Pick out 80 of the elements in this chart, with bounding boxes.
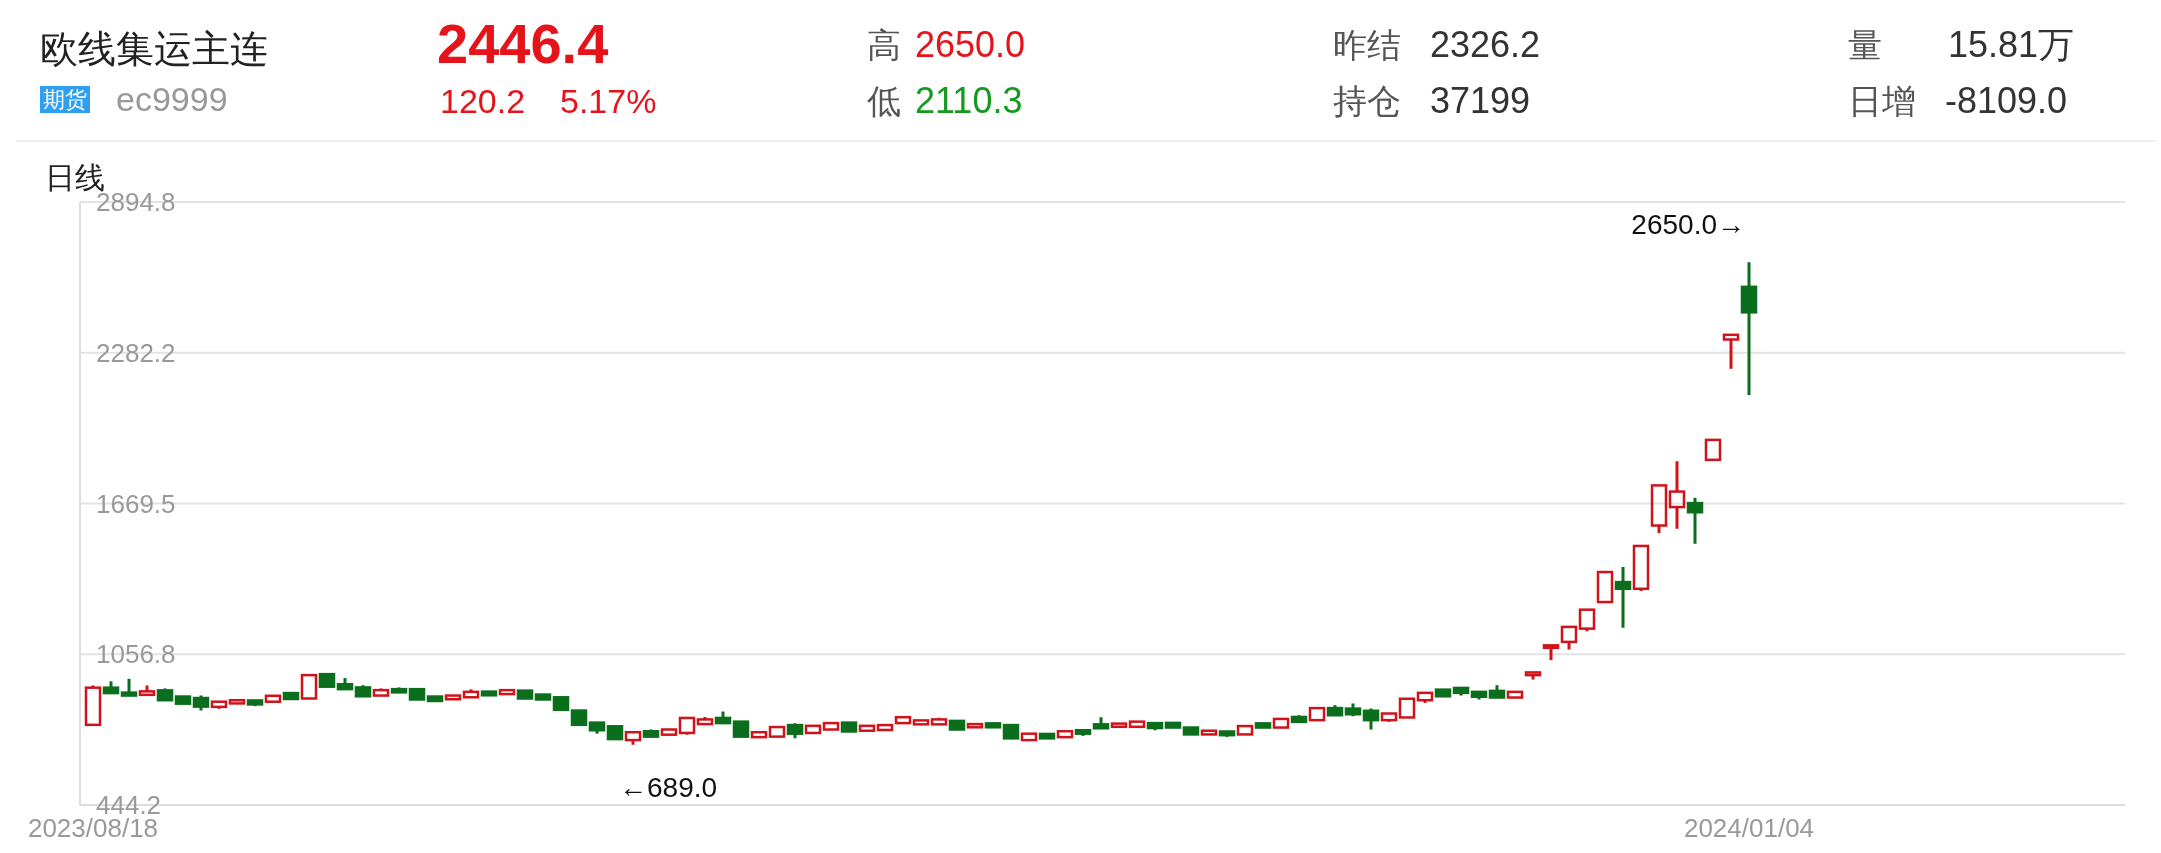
candlestick — [570, 709, 588, 727]
candlestick — [606, 725, 624, 741]
candlestick — [480, 690, 498, 697]
candlestick — [282, 691, 300, 701]
text: 期货 — [40, 86, 90, 114]
candlestick — [1020, 732, 1038, 742]
annotation: ←689.0 — [619, 771, 718, 803]
candlestick — [534, 693, 552, 701]
y-tick-label: 2282.2 — [96, 337, 176, 368]
text: 120.2 — [440, 82, 526, 122]
candlestick — [174, 695, 192, 705]
text: 5.17% — [560, 82, 657, 122]
candlestick — [1740, 262, 1758, 396]
candlestick — [1110, 722, 1128, 729]
text: 日增 — [1848, 82, 1916, 122]
text: 昨结 — [1333, 26, 1401, 66]
candlestick — [1398, 697, 1416, 719]
candlestick — [1128, 720, 1146, 729]
candlestick — [1038, 732, 1056, 740]
y-tick-label: 1056.8 — [96, 639, 176, 670]
candlestick — [552, 696, 570, 712]
candlestick — [1200, 729, 1218, 736]
candlestick — [1164, 721, 1182, 729]
annotation: 2650.0→ — [1631, 209, 1745, 241]
candlestick — [588, 721, 606, 734]
candlestick — [912, 719, 930, 726]
candlestick — [750, 730, 768, 739]
chart-title: 欧线集运主连 — [40, 27, 268, 72]
candlestick — [498, 688, 516, 696]
text: 2110.3 — [915, 80, 1023, 122]
candlestick — [732, 720, 750, 738]
candlestick — [1272, 717, 1290, 729]
text: 量 — [1848, 26, 1882, 66]
candlestick — [840, 721, 858, 733]
candlestick — [894, 715, 912, 725]
text: ec9999 — [116, 80, 228, 120]
candlestick — [1056, 729, 1074, 739]
candlestick — [822, 721, 840, 731]
text: 2446.4 — [437, 12, 609, 77]
candlestick — [858, 724, 876, 732]
candlestick — [1308, 706, 1326, 722]
y-tick-label: 1669.5 — [96, 488, 176, 519]
candlestick — [1236, 724, 1254, 736]
text: 持仓 — [1333, 82, 1401, 122]
candlestick — [768, 725, 786, 738]
candlestick — [444, 694, 462, 701]
candlestick — [408, 687, 426, 701]
candlestick — [966, 722, 984, 729]
candlestick — [1254, 722, 1272, 729]
candlestick — [264, 694, 282, 703]
x-tick-label: 2024/01/04 — [1683, 813, 1815, 843]
candlestick — [1182, 726, 1200, 736]
x-tick-label: 2023/08/18 — [27, 813, 159, 843]
text: 2650.0 — [915, 24, 1026, 66]
candlestick — [1002, 723, 1020, 740]
candlestick — [1434, 688, 1452, 698]
candlestick — [1704, 438, 1722, 462]
candlestick — [318, 672, 336, 688]
text: 2326.2 — [1430, 24, 1541, 66]
candlestick — [300, 673, 318, 700]
candlestick — [1614, 567, 1632, 628]
candlestick — [1668, 461, 1686, 529]
text: 高 — [867, 26, 901, 66]
text: 低 — [867, 82, 901, 122]
candlestick — [876, 723, 894, 732]
candlestick — [426, 695, 444, 703]
candlestick — [1596, 570, 1614, 604]
text: 15.81万 — [1948, 24, 2075, 66]
candlestick — [1686, 497, 1704, 544]
candlestick — [1560, 625, 1578, 650]
candlestick — [948, 719, 966, 731]
candlestick — [660, 728, 678, 736]
candlestick — [516, 689, 534, 700]
candlestick — [1722, 333, 1740, 369]
candlestick — [1524, 671, 1542, 680]
text: -8109.0 — [1945, 80, 2068, 122]
text: 37199 — [1430, 80, 1531, 122]
candlestick — [1506, 690, 1524, 699]
candlestick — [804, 724, 822, 735]
candlestick — [984, 722, 1002, 729]
